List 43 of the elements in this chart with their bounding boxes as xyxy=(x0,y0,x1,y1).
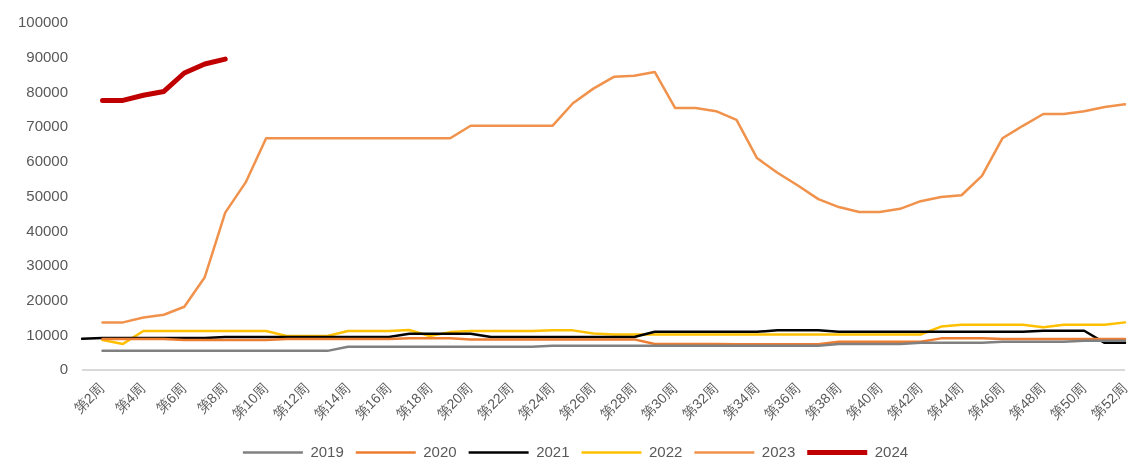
x-tick-label: 第18周 xyxy=(392,379,435,422)
x-tick-label: 第44周 xyxy=(924,379,967,422)
x-tick-label: 第46周 xyxy=(965,379,1008,422)
x-tick-label: 第50周 xyxy=(1046,379,1090,422)
legend-label: 2021 xyxy=(536,442,570,460)
x-tick-label: 第28周 xyxy=(596,379,640,422)
y-tick-label: 0 xyxy=(59,360,69,378)
y-tick-label: 20000 xyxy=(26,290,69,308)
y-tick-label: 50000 xyxy=(26,186,69,204)
legend-label: 2022 xyxy=(649,442,683,460)
legend-label: 2023 xyxy=(761,442,796,460)
x-tick-label: 第14周 xyxy=(310,379,353,422)
x-tick-label: 第24周 xyxy=(515,379,558,422)
x-tick-label: 第42周 xyxy=(883,379,926,422)
x-tick-label: 第48周 xyxy=(1006,379,1049,422)
y-tick-label: 30000 xyxy=(26,256,69,274)
y-tick-label: 90000 xyxy=(26,47,69,65)
y-tick-label: 40000 xyxy=(26,221,69,239)
legend-label: 2019 xyxy=(310,442,344,460)
y-tick-label: 70000 xyxy=(26,117,69,135)
x-tick-label: 第52周 xyxy=(1087,379,1130,422)
y-tick-label: 80000 xyxy=(26,82,69,100)
x-tick-label: 第8周 xyxy=(193,379,231,417)
x-tick-label: 第2周 xyxy=(70,379,108,417)
x-tick-label: 第20周 xyxy=(433,379,476,422)
x-tick-label: 第32周 xyxy=(678,379,721,422)
x-tick-label: 第12周 xyxy=(269,379,312,422)
x-tick-label: 第22周 xyxy=(474,379,517,422)
y-tick-label: 60000 xyxy=(26,152,69,170)
x-tick-label: 第6周 xyxy=(152,379,190,417)
x-tick-label: 第36周 xyxy=(760,379,803,422)
y-tick-label: 100000 xyxy=(17,13,69,31)
legend-label: 2020 xyxy=(423,442,457,460)
x-tick-label: 第26周 xyxy=(556,379,599,422)
legend-label: 2024 xyxy=(874,442,909,460)
x-tick-label: 第40周 xyxy=(842,379,885,422)
x-tick-label: 第16周 xyxy=(351,379,394,422)
x-tick-label: 第34周 xyxy=(719,379,762,422)
x-tick-label: 第4周 xyxy=(111,379,149,417)
x-tick-label: 第10周 xyxy=(228,379,271,422)
x-tick-label: 第38周 xyxy=(801,379,844,422)
y-tick-label: 10000 xyxy=(26,325,69,343)
x-tick-label: 第30周 xyxy=(637,379,681,422)
